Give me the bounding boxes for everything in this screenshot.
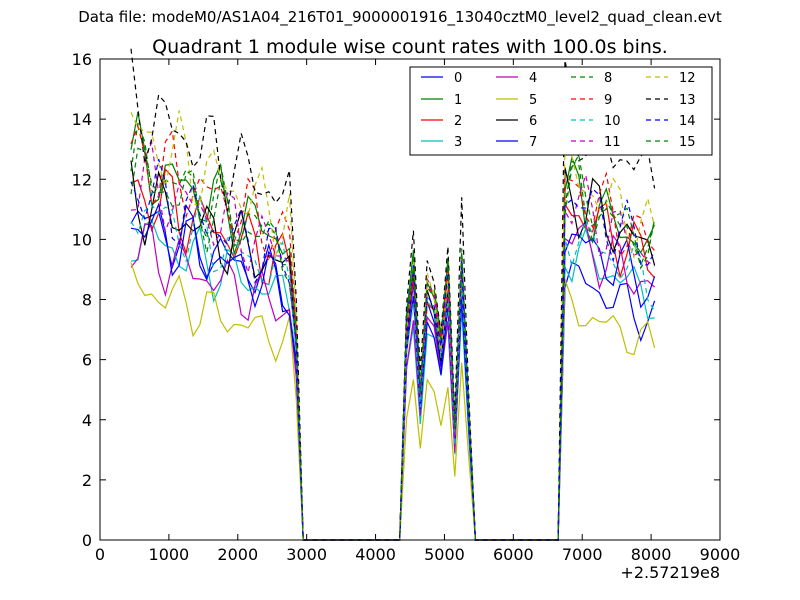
series-line-0 — [130, 203, 656, 541]
series-line-7 — [130, 202, 656, 541]
legend-label-4: 4 — [529, 71, 537, 86]
legend-label-15: 15 — [679, 135, 696, 150]
legend-label-10: 10 — [604, 114, 621, 129]
data-file-title: Data file: modeM0/AS1A04_216T01_90000019… — [78, 8, 722, 26]
y-tick-label: 14 — [72, 110, 92, 129]
legend-label-12: 12 — [679, 71, 696, 86]
x-offset-label: +2.57219e8 — [620, 563, 720, 582]
legend-label-1: 1 — [454, 93, 462, 108]
legend-label-13: 13 — [679, 93, 696, 108]
x-tick-label: 7000 — [562, 545, 603, 564]
legend-frame — [409, 66, 713, 156]
x-tick-label: 8000 — [631, 545, 672, 564]
x-tick-label: 9000 — [700, 545, 741, 564]
x-tick-label: 6000 — [493, 545, 534, 564]
y-tick-label: 0 — [82, 531, 92, 550]
series-line-9 — [130, 124, 656, 541]
legend-label-8: 8 — [604, 71, 612, 86]
y-tick-label: 6 — [82, 351, 92, 370]
legend-label-0: 0 — [454, 71, 462, 86]
x-tick-label: 3000 — [286, 545, 327, 564]
legend-label-2: 2 — [454, 114, 462, 129]
series-line-10 — [130, 195, 656, 541]
y-tick-label: 12 — [72, 170, 92, 189]
x-tick-label: 5000 — [424, 545, 465, 564]
series-line-11 — [130, 140, 655, 541]
x-tick-label: 2000 — [217, 545, 258, 564]
legend-label-9: 9 — [604, 93, 612, 108]
y-tick-label: 2 — [82, 471, 92, 490]
y-tick-label: 16 — [72, 50, 92, 69]
x-tick-label: 0 — [95, 545, 105, 564]
legend-label-6: 6 — [529, 114, 537, 129]
series-line-12 — [130, 110, 656, 541]
series-line-8 — [130, 122, 656, 541]
x-tick-label: 4000 — [355, 545, 396, 564]
y-tick-label: 4 — [82, 411, 92, 430]
legend-label-14: 14 — [679, 114, 696, 129]
y-tick-label: 8 — [82, 291, 92, 310]
series-line-5 — [130, 262, 656, 541]
ticks-layer: 0 1000 2000 3000 4000 5000 6000 7000 8000 9000 0 2 4… — [72, 50, 741, 564]
legend-label-7: 7 — [529, 135, 537, 150]
chart-title: Quadrant 1 module wise count rates with … — [152, 36, 668, 58]
y-tick-label: 10 — [72, 230, 92, 249]
x-tick-label: 1000 — [149, 545, 190, 564]
legend-label-5: 5 — [529, 93, 537, 108]
legend-label-11: 11 — [604, 135, 621, 150]
legend-label-3: 3 — [454, 135, 462, 150]
